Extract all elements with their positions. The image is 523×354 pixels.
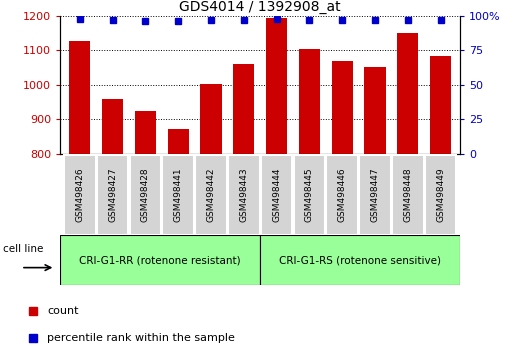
Bar [430,56,451,154]
Bar [60,235,260,285]
Bar [200,84,222,154]
Title: GDS4014 / 1392908_at: GDS4014 / 1392908_at [179,0,341,13]
Bar [64,155,96,235]
Text: GSM498444: GSM498444 [272,167,281,222]
Text: GSM498441: GSM498441 [174,167,183,222]
Bar [332,62,353,154]
Text: CRI-G1-RR (rotenone resistant): CRI-G1-RR (rotenone resistant) [79,255,241,265]
Text: GSM498442: GSM498442 [207,167,215,222]
Bar [425,155,456,235]
Bar [326,155,358,235]
Bar [228,155,259,235]
Bar [261,155,292,235]
Text: percentile rank within the sample: percentile rank within the sample [48,333,235,343]
Text: GSM498426: GSM498426 [75,167,84,222]
Bar [69,41,90,154]
Bar [97,155,128,235]
Bar [167,129,189,154]
Text: GSM498449: GSM498449 [436,167,445,222]
Text: GSM498427: GSM498427 [108,167,117,222]
Text: CRI-G1-RS (rotenone sensitive): CRI-G1-RS (rotenone sensitive) [279,255,441,265]
Text: GSM498448: GSM498448 [403,167,412,222]
Bar [365,67,385,154]
Bar [135,111,156,154]
Bar [359,155,391,235]
Bar [299,50,320,154]
Text: GSM498445: GSM498445 [305,167,314,222]
Bar [233,64,255,154]
Bar [102,99,123,154]
Bar [260,235,460,285]
Text: GSM498446: GSM498446 [338,167,347,222]
Text: GSM498447: GSM498447 [370,167,380,222]
Text: cell line: cell line [3,244,43,254]
Bar [397,33,418,154]
Bar [130,155,161,235]
Bar [293,155,325,235]
Bar [392,155,424,235]
Bar [266,18,287,154]
Bar [195,155,227,235]
Text: GSM498443: GSM498443 [240,167,248,222]
Text: GSM498428: GSM498428 [141,167,150,222]
Bar [163,155,194,235]
Text: count: count [48,306,79,316]
